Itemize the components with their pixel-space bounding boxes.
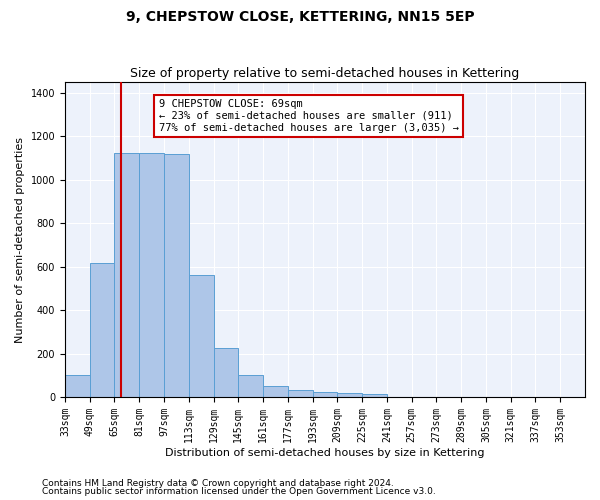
Text: 9, CHEPSTOW CLOSE, KETTERING, NN15 5EP: 9, CHEPSTOW CLOSE, KETTERING, NN15 5EP xyxy=(125,10,475,24)
Bar xyxy=(214,348,238,397)
Bar xyxy=(115,152,139,397)
Bar xyxy=(313,392,337,397)
Bar xyxy=(65,376,89,397)
Bar xyxy=(189,276,214,397)
Bar xyxy=(288,390,313,397)
Bar xyxy=(164,154,189,397)
Bar xyxy=(362,394,387,397)
Title: Size of property relative to semi-detached houses in Kettering: Size of property relative to semi-detach… xyxy=(130,66,520,80)
Bar xyxy=(263,386,288,397)
Bar xyxy=(89,264,115,397)
Bar xyxy=(139,152,164,397)
Text: 9 CHEPSTOW CLOSE: 69sqm
← 23% of semi-detached houses are smaller (911)
77% of s: 9 CHEPSTOW CLOSE: 69sqm ← 23% of semi-de… xyxy=(158,100,458,132)
Bar xyxy=(238,376,263,397)
X-axis label: Distribution of semi-detached houses by size in Kettering: Distribution of semi-detached houses by … xyxy=(165,448,485,458)
Text: Contains HM Land Registry data © Crown copyright and database right 2024.: Contains HM Land Registry data © Crown c… xyxy=(42,478,394,488)
Y-axis label: Number of semi-detached properties: Number of semi-detached properties xyxy=(15,136,25,342)
Bar xyxy=(337,392,362,397)
Text: Contains public sector information licensed under the Open Government Licence v3: Contains public sector information licen… xyxy=(42,487,436,496)
